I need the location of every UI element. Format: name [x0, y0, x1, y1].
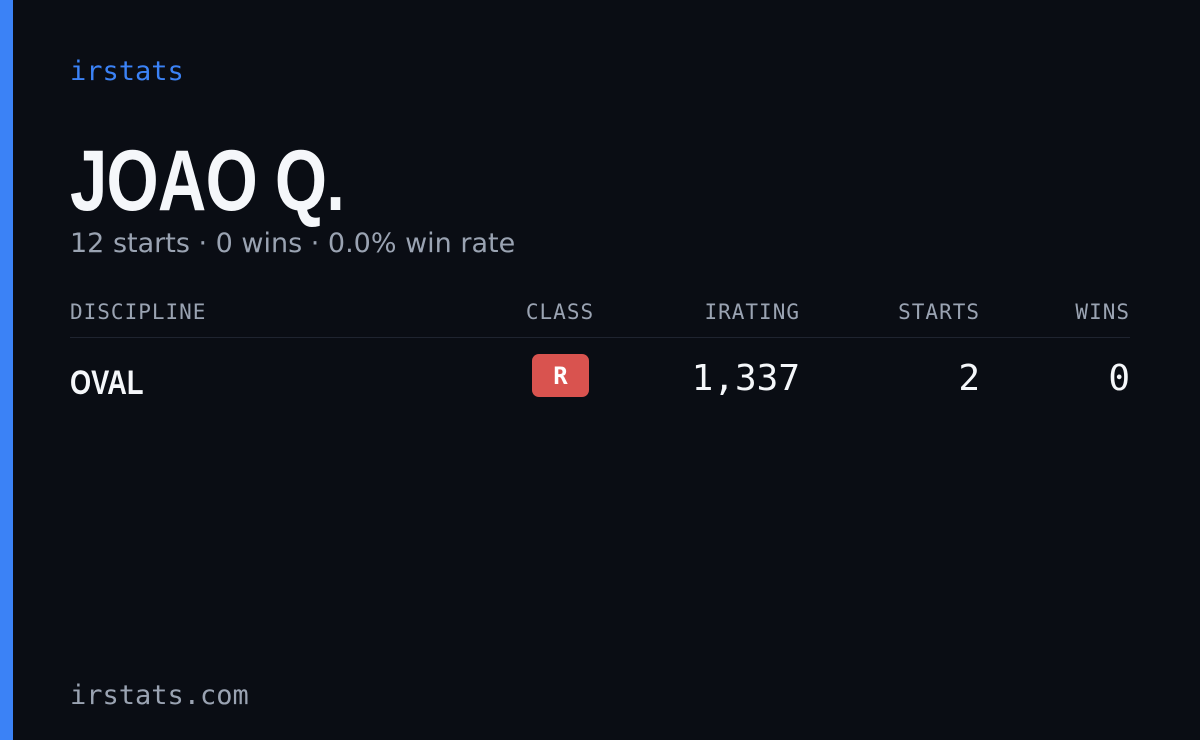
class-badge: R	[532, 354, 589, 397]
discipline: OVAL	[70, 364, 144, 402]
header-discipline: DISCIPLINE	[70, 300, 207, 324]
header-irating: IRATING	[704, 300, 800, 324]
brand: irstats	[70, 56, 184, 87]
wins: 0	[1108, 358, 1130, 399]
driver-name: JOAO Q.	[70, 133, 345, 229]
irating: 1,337	[691, 358, 800, 399]
header-wins: WINS	[1075, 300, 1130, 324]
footer: irstats.com	[70, 680, 249, 711]
starts: 2	[958, 358, 980, 399]
header-rule	[70, 337, 1130, 338]
header-class: CLASS	[525, 300, 595, 324]
header-starts: STARTS	[898, 300, 980, 324]
driver-summary: 12 starts · 0 wins · 0.0% win rate	[70, 228, 516, 259]
accent-bar	[0, 0, 13, 740]
